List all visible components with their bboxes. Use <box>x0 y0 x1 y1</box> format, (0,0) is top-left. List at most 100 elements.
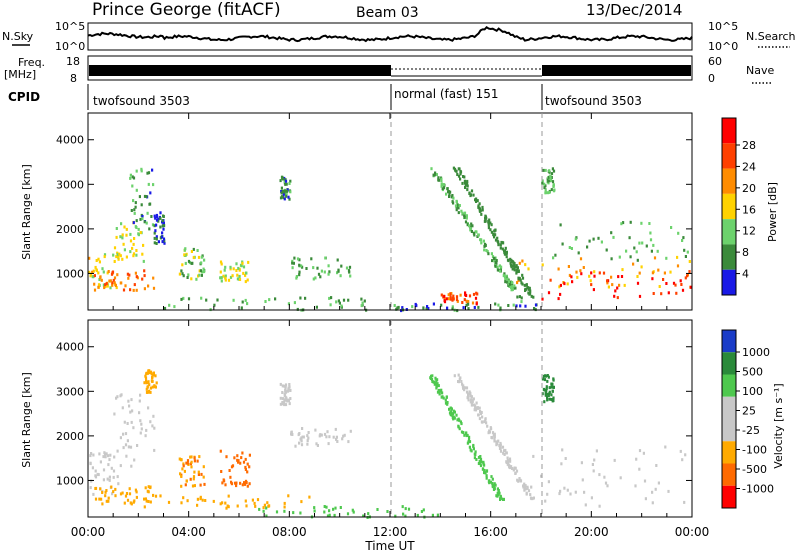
power-cell <box>499 269 502 273</box>
power-ytick-label: 3000 <box>56 178 84 191</box>
power-cell <box>682 236 685 240</box>
beam-title: Beam 03 <box>356 5 419 21</box>
velocity-cell <box>453 374 456 378</box>
velocity-cell <box>143 497 146 501</box>
velocity-cell <box>460 430 464 434</box>
power-cell <box>339 274 342 278</box>
velocity-cell <box>480 460 483 464</box>
cpid-label: CPID <box>8 90 40 104</box>
velocity-cell <box>289 389 292 392</box>
velocity-cell <box>244 499 247 503</box>
power-cell <box>280 195 284 199</box>
power-cell <box>606 281 609 285</box>
power-cell <box>496 268 499 272</box>
velocity-cell <box>147 490 150 494</box>
power-cell <box>480 241 483 245</box>
velocity-cell <box>327 442 330 446</box>
velocity-cell <box>401 505 404 509</box>
velocity-cell <box>101 502 104 506</box>
power-cell <box>509 261 512 265</box>
power-cell <box>135 253 138 257</box>
velocity-cell <box>190 465 193 469</box>
cpid-segment-2: normal (fast) 151 <box>394 87 498 101</box>
power-ytick-label: 2000 <box>56 223 84 236</box>
power-cell <box>163 306 167 310</box>
velocity-cell <box>122 446 125 450</box>
velocity-cell <box>475 401 478 405</box>
velocity-cell <box>544 499 547 503</box>
power-cell <box>91 270 94 274</box>
velocity-cell <box>529 496 533 500</box>
velocity-cell <box>541 392 544 396</box>
power-cell <box>475 200 478 203</box>
velocity-cell <box>438 392 441 396</box>
power-cell <box>620 222 623 226</box>
velocity-cell <box>225 455 228 459</box>
power-cell <box>588 239 591 243</box>
power-cell <box>155 218 159 222</box>
power-cell <box>638 294 642 298</box>
velocity-cell <box>92 492 95 496</box>
power-cell <box>470 222 473 226</box>
power-cell <box>524 263 527 267</box>
velocity-cell <box>204 499 207 502</box>
velocity-cell <box>245 481 248 484</box>
velocity-cell <box>334 427 337 431</box>
velocity-cell <box>122 432 125 436</box>
power-cell <box>187 259 191 263</box>
velocity-cell <box>485 421 488 425</box>
power-cell <box>281 190 284 193</box>
velocity-cell <box>595 449 598 453</box>
power-cell <box>196 249 199 252</box>
power-cell <box>124 284 127 288</box>
velocity-cell <box>236 458 239 462</box>
power-cell <box>129 173 132 177</box>
power-cell <box>588 274 591 278</box>
velocity-cell <box>404 507 407 511</box>
velocity-cell <box>89 462 92 466</box>
velocity-cell <box>287 494 290 498</box>
velocity-cell <box>221 501 224 505</box>
power-cell <box>459 172 462 176</box>
power-cell <box>544 168 547 172</box>
power-cell <box>457 174 461 178</box>
velocity-cell <box>104 455 107 459</box>
velocity-cell <box>465 434 468 438</box>
velocity-cell <box>449 406 452 410</box>
power-cell <box>181 272 184 276</box>
power-cell <box>232 267 235 271</box>
velocity-cell <box>603 475 606 479</box>
velocity-cell <box>185 479 188 483</box>
velocity-cell <box>442 396 445 400</box>
velocity-cell <box>465 390 469 394</box>
power-cell <box>246 278 249 282</box>
velocity-cell <box>144 376 148 380</box>
power-cell <box>610 231 613 235</box>
power-cell <box>133 283 136 287</box>
velocity-cell <box>298 441 301 445</box>
freq-label: Freq. <box>18 56 45 69</box>
power-cell <box>287 302 290 306</box>
power-cell <box>240 306 243 310</box>
time-tick-label: 00:00 <box>675 525 710 539</box>
power-cell <box>143 269 146 273</box>
velocity-cell <box>436 513 439 517</box>
velocity-cell <box>569 492 572 496</box>
velocity-cell <box>526 486 529 490</box>
velocity-cell <box>212 499 215 503</box>
power-cell <box>184 261 187 265</box>
velocity-cell <box>94 474 97 478</box>
search-tick-bottom: 10^0 <box>708 40 738 53</box>
power-cell <box>499 243 502 247</box>
velocity-cell <box>468 445 471 449</box>
time-tick-label: 12:00 <box>373 525 408 539</box>
power-cell <box>222 274 225 278</box>
power-cell <box>299 296 302 300</box>
power-cell <box>527 267 530 271</box>
power-cell <box>457 206 460 210</box>
power-cell <box>441 187 444 190</box>
velocity-cell <box>477 455 481 459</box>
power-cell <box>544 191 547 195</box>
velocity-cell <box>529 493 532 497</box>
velocity-cell <box>472 447 475 451</box>
